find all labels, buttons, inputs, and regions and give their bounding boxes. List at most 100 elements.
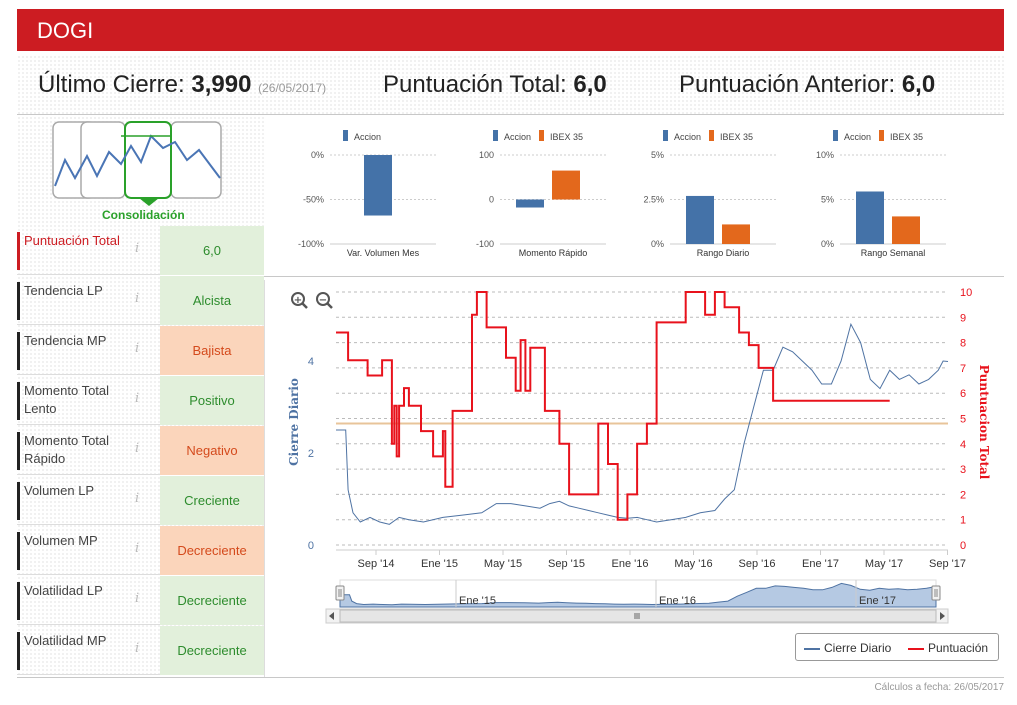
mini-chart-volumen: Accion 0% -50% -100% Var. Volumen Mes [298,130,436,258]
bar[interactable] [686,195,714,244]
footer-note: Cálculos a fecha: 26/05/2017 [874,682,1004,693]
indicator-name: Momento Total Lento [17,382,137,420]
indicator-name: Momento Total Rápido [17,432,137,470]
navigator-handle[interactable] [931,585,941,601]
info-icon[interactable]: i [135,441,140,456]
indicator-row: Tendencia LP i Alcista [17,276,264,325]
info-icon[interactable]: i [135,291,140,306]
info-icon[interactable]: i [135,241,140,256]
y-left-tick-label: 0 [308,540,314,552]
y-left-tick-label: 2 [308,448,314,460]
y-right-tick-label: 4 [960,439,966,451]
bar[interactable] [856,191,884,244]
legend-swatch-icon [493,130,498,141]
series-line-cierre[interactable] [336,322,949,525]
y-tick-label: 0% [311,150,324,160]
info-icon[interactable]: i [135,491,140,506]
zoom-in-icon[interactable]: + [291,292,308,309]
series-line-puntuacion[interactable] [336,291,890,521]
divider [264,276,1004,277]
legend-score-label: Puntuación [928,641,989,655]
x-tick-label: Sep '16 [739,558,776,570]
navigator-area [339,582,937,608]
indicator-name: Puntuación Total [17,232,137,270]
legend-swatch-icon [833,130,838,141]
indicator-name: Tendencia MP [17,332,137,370]
mini-legend-label: IBEX 35 [720,132,753,142]
info-icon[interactable]: i [135,641,140,656]
indicator-value: Alcista [160,276,264,325]
bar[interactable] [722,224,750,244]
mini-chart-rango-semanal: Accion IBEX 35 10% 5% 0% Rango Semanal [816,130,946,258]
navigator-handle[interactable] [335,585,345,601]
mini-chart-title: Var. Volumen Mes [347,248,420,258]
price-score-chart[interactable]: 0 1 2 3 4 5 6 7 8 9 10 0 2 4 Cierre Diario Puntuacion T… [268,280,1004,680]
header-bar: DOGI [17,9,1004,51]
x-tick-label: May '16 [674,558,712,570]
navigator-tick-label: Ene '16 [659,595,696,607]
y-right-tick-label: 8 [960,338,966,350]
prev-score-label: Puntuación Anterior: [679,71,896,98]
legend-line-icon [804,647,820,650]
x-tick-label: Sep '17 [929,558,966,570]
mini-legend-label: Accion [844,132,871,142]
total-score-value: 6,0 [573,71,607,98]
bar[interactable] [552,170,580,200]
indicator-value: Creciente [160,476,264,525]
x-tick-label: Sep '14 [358,558,395,570]
scrollbar-thumb[interactable] [339,609,937,623]
mini-chart-momento: Accion IBEX 35 100 0 -100 Momento Rápido [476,130,606,258]
y-tick-label: -100% [298,239,324,249]
legend-swatch-icon [709,130,714,141]
x-tick-label: May '15 [484,558,522,570]
scroll-left-icon[interactable] [329,612,334,620]
mini-legend-label: Accion [504,132,531,142]
indicator-panel: Consolidación Puntuación Total i 6,0 Tenden… [17,116,264,678]
indicator-value: Decreciente [160,526,264,575]
total-score-label: Puntuación Total: [383,71,567,98]
zoom-out-icon[interactable]: − [316,292,333,309]
indicator-value: Decreciente [160,576,264,625]
y-tick-label: 0 [489,195,494,205]
info-icon[interactable]: i [135,541,140,556]
info-icon[interactable]: i [135,391,140,406]
last-close-label: Último Cierre: [38,71,185,98]
legend-line-icon [908,647,924,650]
bar[interactable] [364,155,392,216]
y-right-tick-label: 5 [960,414,966,426]
legend-item-score[interactable]: Puntuación [908,641,988,655]
x-tick-label: Ene '15 [421,558,458,570]
ticker-title: DOGI [37,18,94,43]
bar[interactable] [516,199,544,208]
indicator-row: Volumen LP i Creciente [17,476,264,525]
legend-swatch-icon [663,130,668,141]
x-tick-label: Sep '15 [548,558,585,570]
svg-text:+: + [294,295,302,306]
legend-close-label: Cierre Diario [824,641,892,655]
y-right-tick-label: 2 [960,489,966,501]
scroll-right-icon[interactable] [940,612,945,620]
y-right-tick-label: 7 [960,363,966,375]
mini-legend-label: Accion [674,132,701,142]
y-left-axis-title: Cierre Diario [287,378,301,466]
summary-bar: Último Cierre: 3,990 (26/05/2017) Puntua… [17,55,1004,115]
bar[interactable] [892,216,920,244]
trend-badge-label: Consolidación [102,208,185,222]
y-right-tick-label: 3 [960,464,966,476]
y-right-tick-label: 6 [960,388,966,400]
divider [264,280,265,677]
legend-swatch-icon [879,130,884,141]
y-tick-label: -100 [476,239,494,249]
prev-score-value: 6,0 [901,71,936,98]
legend-swatch-icon [539,130,544,141]
mini-legend-label: IBEX 35 [890,132,923,142]
mini-chart-title: Momento Rápido [519,248,588,258]
y-tick-label: 5% [651,150,664,160]
legend-item-close[interactable]: Cierre Diario [804,641,891,655]
indicator-value: Positivo [160,376,264,425]
y-tick-label: 0% [821,239,834,249]
previous-score: Puntuación Anterior: 6,0 [679,71,935,99]
mini-chart-title: Rango Diario [697,248,750,258]
info-icon[interactable]: i [135,341,140,356]
info-icon[interactable]: i [135,591,140,606]
